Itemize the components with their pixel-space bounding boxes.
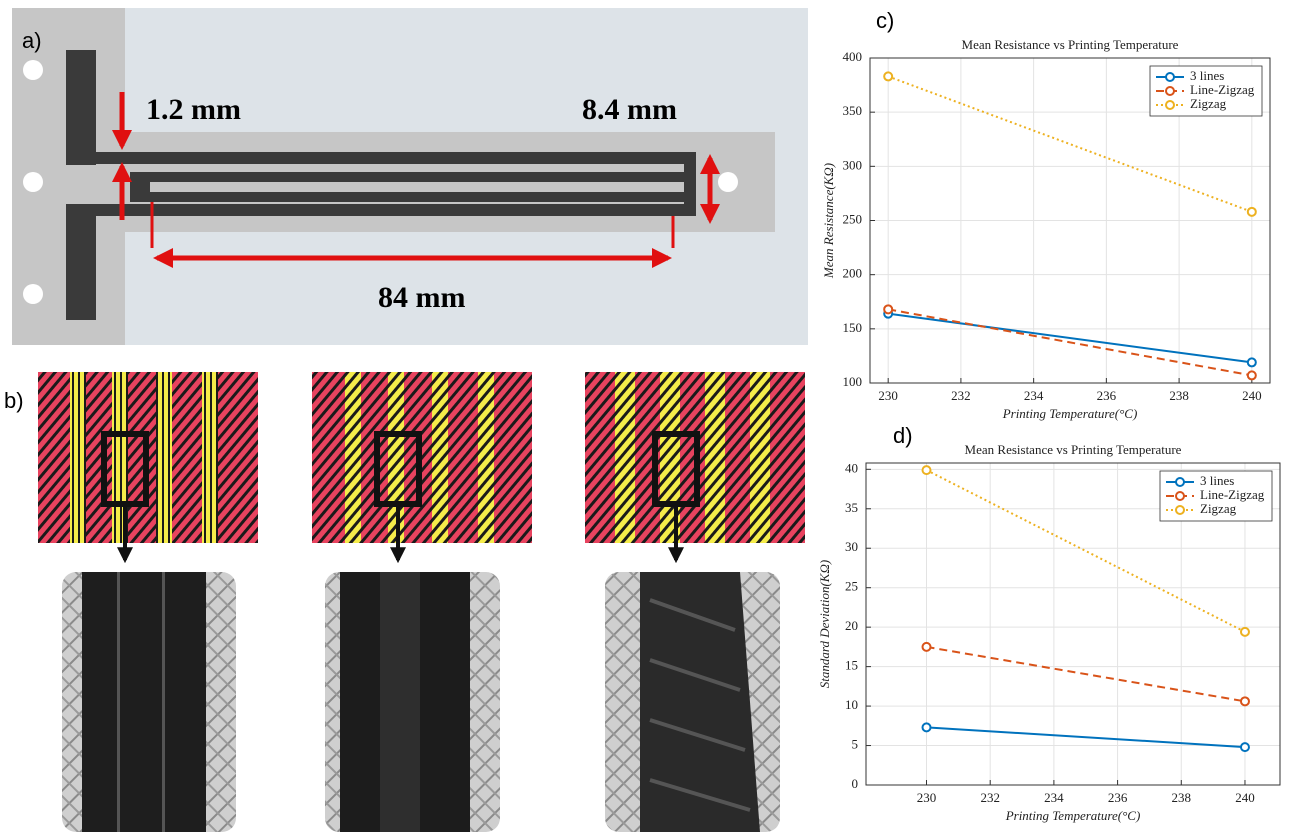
y-tick-label: 400 [843,49,863,64]
legend-swatch [1166,101,1174,109]
x-tick-label: 230 [878,388,898,403]
legend-label: Zigzag [1190,96,1227,111]
panel-label: d) [893,423,913,448]
dimension-label: 84 mm [378,281,465,314]
legend-label: 3 lines [1190,68,1224,83]
y-tick-label: 5 [852,737,859,752]
legend-swatch [1176,478,1184,486]
y-tick-label: 0 [852,776,859,791]
point-marker [923,466,931,474]
x-tick-label: 240 [1235,790,1255,805]
x-tick-label: 234 [1024,388,1044,403]
panel-label: c) [876,8,894,33]
panel-label: a) [22,28,42,53]
hole [718,172,738,192]
legend-label: Line-Zigzag [1190,82,1255,97]
y-tick-label: 40 [845,460,858,475]
point-marker [1248,371,1256,379]
point-marker [1248,208,1256,216]
y-tick-label: 300 [843,157,863,172]
chart-title: Mean Resistance vs Printing Temperature [962,37,1179,52]
photo [605,572,780,832]
point-marker [1241,628,1249,636]
hole [23,172,43,192]
figure: 1.2 mm 8.4 mm 84 mm a) b) [0,0,1306,832]
legend-swatch [1166,73,1174,81]
point-marker [1248,358,1256,366]
y-tick-label: 35 [845,500,858,515]
x-tick-label: 240 [1242,388,1262,403]
photo [62,572,236,832]
y-tick-label: 30 [845,539,858,554]
panel-a: 1.2 mm 8.4 mm 84 mm a) [12,8,808,345]
legend-label: Zigzag [1200,501,1237,516]
point-marker [884,305,892,313]
legend-swatch [1166,87,1174,95]
hole [23,60,43,80]
x-axis-label: Printing Temperature(°C) [1005,808,1141,823]
y-tick-label: 200 [843,266,863,281]
point-marker [884,72,892,80]
chart-title: Mean Resistance vs Printing Temperature [965,442,1182,457]
x-axis-label: Printing Temperature(°C) [1002,406,1138,421]
legend-swatch [1176,506,1184,514]
y-tick-label: 100 [843,374,863,389]
x-tick-label: 232 [980,790,1000,805]
dimension-label: 1.2 mm [146,93,241,126]
y-axis-label: Standard Deviation(KΩ) [817,560,832,688]
x-tick-label: 230 [917,790,937,805]
panel-label: b) [4,388,24,413]
x-tick-label: 236 [1108,790,1128,805]
point-marker [1241,697,1249,705]
legend-label: 3 lines [1200,473,1234,488]
y-tick-label: 250 [843,211,863,226]
y-tick-label: 15 [845,658,858,673]
legend-swatch [1176,492,1184,500]
point-marker [1241,743,1249,751]
point-marker [923,723,931,731]
point-marker [923,643,931,651]
y-tick-label: 10 [845,697,858,712]
x-tick-label: 238 [1172,790,1192,805]
panel-b: b) [4,372,805,832]
legend-label: Line-Zigzag [1200,487,1265,502]
hole [23,284,43,304]
x-tick-label: 236 [1097,388,1117,403]
y-axis-label: Mean Resistance(KΩ) [821,163,836,279]
photo [325,572,500,832]
dimension-label: 8.4 mm [582,93,677,126]
y-tick-label: 20 [845,618,858,633]
x-tick-label: 232 [951,388,971,403]
x-tick-label: 238 [1169,388,1189,403]
x-tick-label: 234 [1044,790,1064,805]
y-tick-label: 350 [843,103,863,118]
y-tick-label: 25 [845,579,858,594]
y-tick-label: 150 [843,320,863,335]
